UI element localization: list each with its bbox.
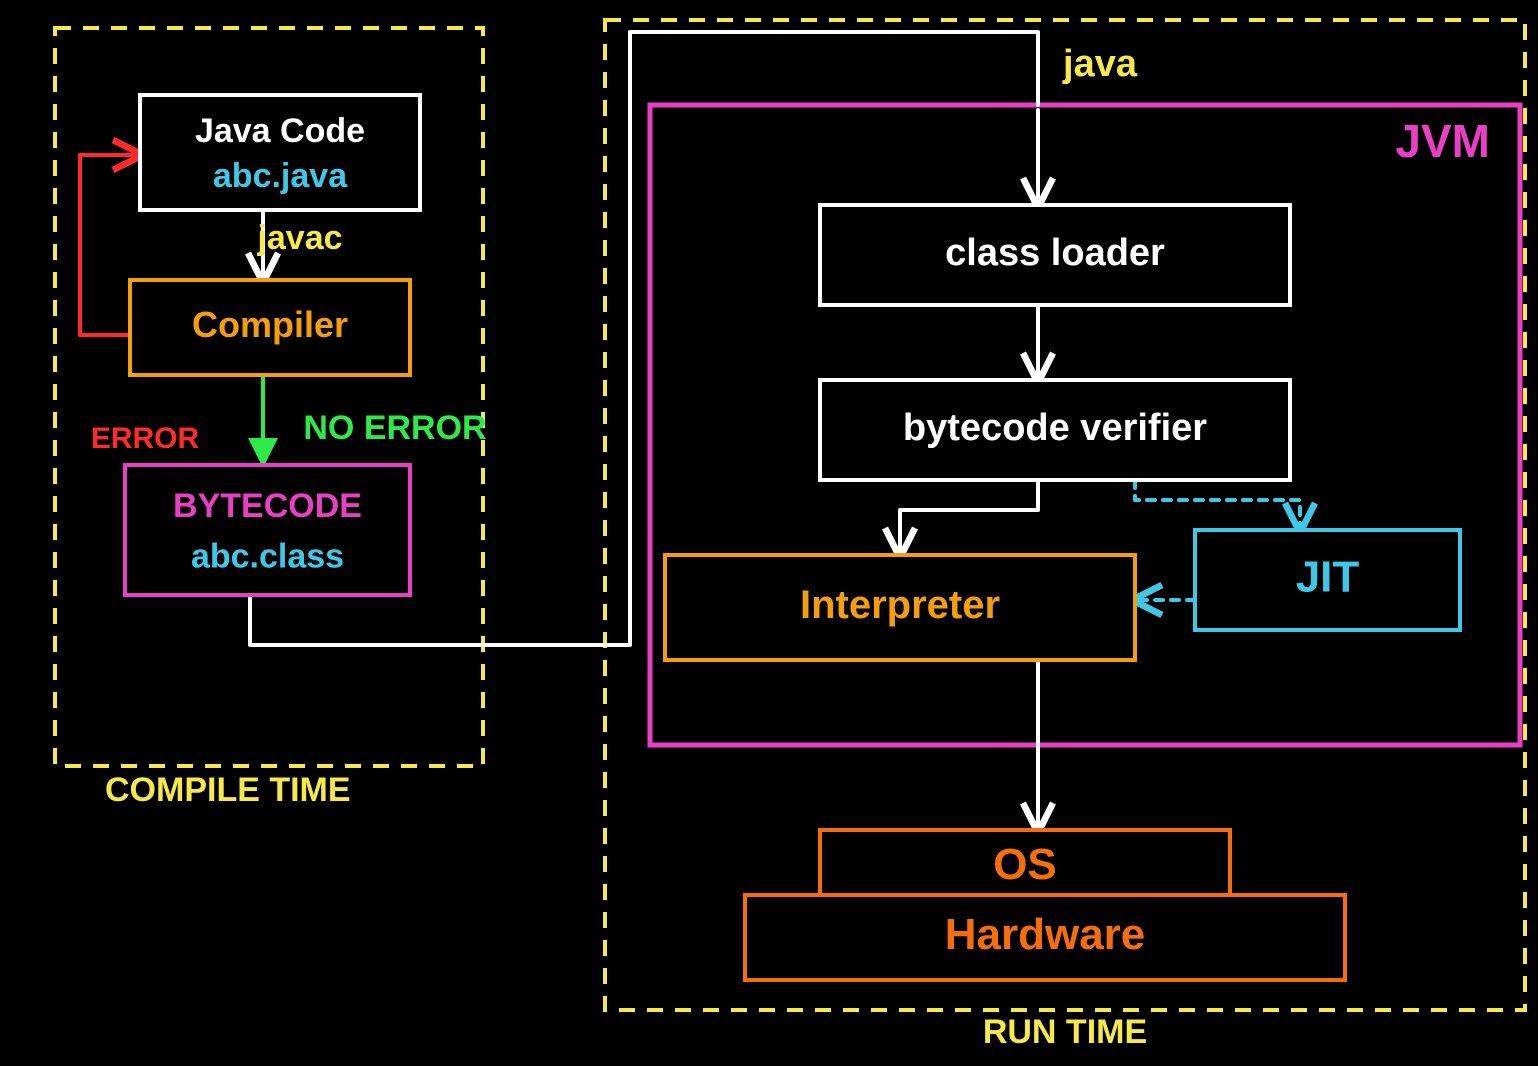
jvm-flowchart: COMPILE TIME RUN TIME JVM Java Code abc.jav…	[0, 0, 1538, 1066]
edge-verifier-interpreter	[900, 480, 1038, 555]
runtime-label: RUN TIME	[983, 1013, 1147, 1051]
node-bytecode-title: BYTECODE	[173, 487, 362, 525]
label-noerror: NO ERROR	[303, 409, 486, 447]
jvm-label: JVM	[1395, 115, 1490, 167]
node-verifier: bytecode verifier	[820, 380, 1290, 480]
node-bytecode: BYTECODE abc.class	[125, 465, 410, 595]
node-compiler: Compiler	[130, 280, 410, 375]
node-jit-title: JIT	[1296, 553, 1360, 602]
node-hardware-title: Hardware	[945, 910, 1146, 959]
edge-verifier-jit	[1135, 480, 1300, 530]
node-interpreter-title: Interpreter	[800, 583, 1000, 627]
node-classLoader-title: class loader	[945, 232, 1165, 274]
node-jit: JIT	[1195, 530, 1460, 630]
label-java: java	[1062, 43, 1138, 85]
compile-time-label: COMPILE TIME	[105, 771, 351, 809]
node-bytecode-subtitle: abc.class	[191, 538, 344, 576]
node-verifier-title: bytecode verifier	[903, 407, 1207, 449]
node-hardware: Hardware	[745, 895, 1345, 980]
node-interpreter: Interpreter	[665, 555, 1135, 660]
node-javaCode: Java Code abc.java	[140, 95, 420, 210]
label-error: ERROR	[91, 422, 200, 455]
node-javaCode-subtitle: abc.java	[213, 157, 348, 195]
node-javaCode-title: Java Code	[195, 112, 365, 150]
node-classLoader: class loader	[820, 205, 1290, 305]
node-os-title: OS	[993, 840, 1057, 889]
label-javac: javac	[256, 219, 342, 257]
node-compiler-title: Compiler	[192, 304, 348, 345]
